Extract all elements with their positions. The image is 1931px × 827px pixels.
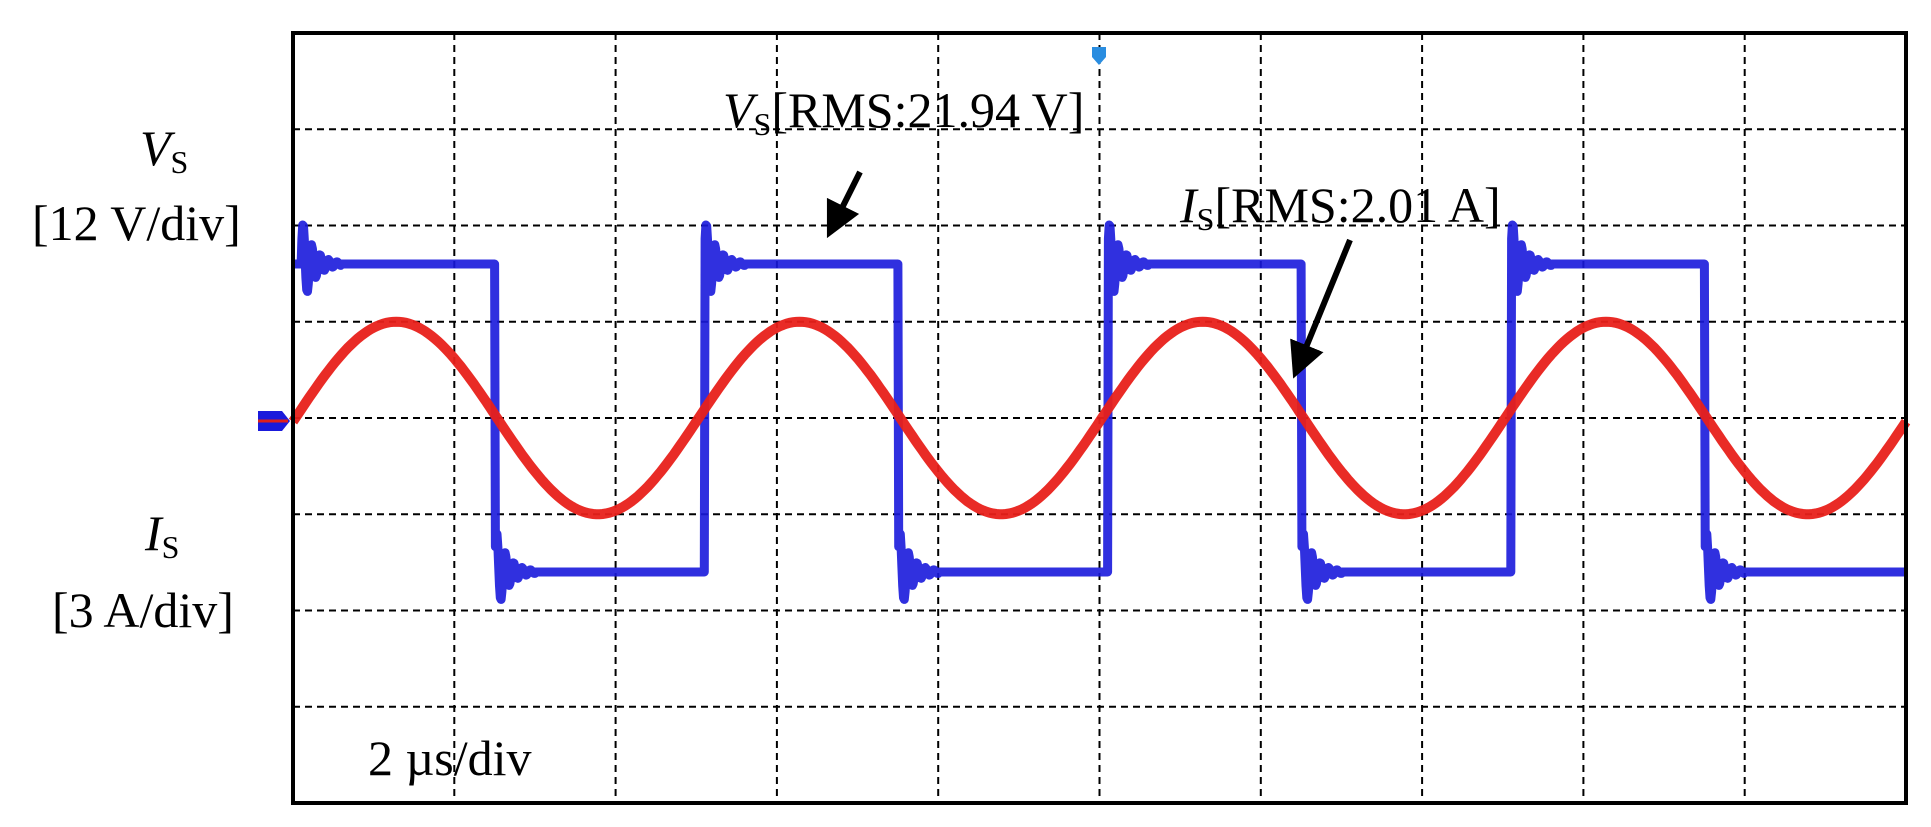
current-scale: [3 A/div] — [52, 582, 234, 638]
annotation-symbol: V — [723, 82, 759, 138]
trigger-marker — [1092, 47, 1106, 65]
annotation-subscript: S — [754, 106, 772, 142]
voltage-waveform — [289, 220, 1909, 604]
plot-frame — [291, 31, 1908, 805]
voltage-subscript: S — [171, 144, 189, 180]
voltage-arrow — [826, 170, 863, 239]
annotation-text: [RMS:21.94 V] — [771, 82, 1084, 138]
voltage-annotation: VS[RMS:21.94 V] — [723, 82, 1084, 142]
annotation-symbol: I — [1179, 177, 1199, 233]
current-arrow — [1290, 238, 1353, 379]
annotation-text: [RMS:2.01 A] — [1214, 177, 1500, 233]
annotation-subscript: S — [1197, 201, 1215, 237]
voltage-scale: [12 V/div] — [32, 195, 241, 251]
waveforms — [288, 220, 1911, 604]
current-symbol: I — [144, 505, 164, 561]
current-annotation: IS[RMS:2.01 A] — [1179, 177, 1501, 237]
current-axis-label: IS — [144, 505, 179, 565]
current-subscript: S — [162, 529, 180, 565]
grid — [293, 33, 1906, 803]
voltage-symbol: V — [140, 120, 176, 176]
current-waveform — [288, 316, 1911, 520]
voltage-axis-label: VS — [140, 120, 188, 180]
time-scale: 2 µs/div — [368, 730, 532, 786]
